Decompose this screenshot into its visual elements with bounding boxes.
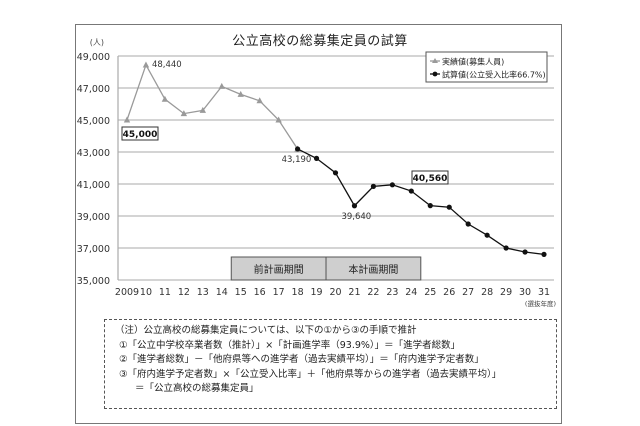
y-tick-label: 49,000 — [77, 52, 110, 63]
circle-marker — [370, 183, 377, 189]
data-label: 39,640 — [341, 212, 371, 222]
y-tick-label: 45,000 — [77, 116, 110, 127]
data-label-box — [411, 170, 449, 185]
x-tick-label: 27 — [462, 287, 474, 298]
data-label: 45,000 — [123, 130, 158, 140]
data-label-box — [121, 126, 159, 141]
circle-marker — [332, 170, 339, 176]
x-tick-label: 26 — [443, 287, 455, 298]
triangle-marker — [275, 116, 282, 123]
circle-marker — [408, 188, 414, 194]
x-tick-label: 21 — [348, 287, 360, 298]
x-tick-label: 16 — [254, 287, 266, 298]
note-box: （注）公立高校の総募集定員については、以下の①から③の手順で推計 ①「公立中学校… — [104, 319, 557, 409]
x-tick-label: 20 — [329, 287, 341, 298]
y-tick-label: 43,000 — [77, 148, 110, 159]
y-tick-label: 41,000 — [77, 180, 110, 191]
circle-marker — [503, 245, 509, 251]
x-tick-label: 18 — [292, 287, 304, 298]
triangle-marker — [123, 116, 131, 123]
triangle-marker — [237, 90, 244, 97]
period-label: 前計画期間 — [254, 263, 304, 276]
legend-box — [425, 51, 548, 83]
triangle-marker — [256, 97, 263, 104]
x-tick-label: 31 — [538, 287, 550, 298]
x-tick-label: 14 — [216, 287, 228, 298]
y-tick-label: 39,000 — [77, 212, 110, 223]
triangle-marker — [180, 110, 188, 117]
circle-marker — [294, 146, 301, 152]
note-heading: （注）公立高校の総募集定員については、以下の①から③の手順で推計 — [115, 325, 417, 336]
circle-marker — [541, 251, 547, 257]
x-tick-label: 23 — [386, 287, 398, 298]
figure-frame — [75, 24, 562, 424]
triangle-marker — [142, 61, 150, 68]
x-tick-label: 25 — [424, 287, 436, 298]
x-tick-label: 11 — [159, 287, 171, 298]
x-axis-label: (選抜年度) — [525, 299, 556, 308]
circle-marker — [484, 232, 490, 238]
y-tick-label: 47,000 — [77, 84, 110, 95]
period-label: 本計画期間 — [348, 263, 398, 276]
y-tick-label: 35,000 — [77, 276, 110, 287]
estimate-series-line — [297, 148, 545, 256]
x-tick-label: 2009 — [115, 287, 139, 298]
legend-label: 試算値(公立受入比率66.7%) — [442, 70, 546, 80]
x-tick-label: 10 — [140, 287, 152, 298]
legend-triangle-icon — [432, 58, 438, 63]
x-tick-label: 28 — [481, 287, 493, 298]
legend-circle-icon — [432, 71, 438, 77]
chart-title: 公立高校の総募集定員の試算 — [232, 34, 408, 49]
circle-marker — [389, 182, 395, 188]
triangle-marker — [161, 95, 169, 102]
period-box — [325, 256, 422, 281]
note-step-1: ①「公立中学校卒業者数（推計）」×「計画進学率（93.9%）」＝「進学者総数」 — [119, 339, 461, 351]
circle-marker — [351, 203, 358, 209]
x-tick-label: 29 — [500, 287, 512, 298]
circle-marker — [465, 221, 471, 227]
x-tick-label: 17 — [273, 287, 285, 298]
data-label: 43,190 — [282, 155, 312, 165]
x-tick-label: 12 — [178, 287, 190, 298]
actual-series-line — [126, 63, 299, 150]
note-step-3: ③「府内進学予定者数」×「公立受入比率」＋「他府県等からの進学者（過去実績平均）… — [119, 368, 502, 380]
x-tick-label: 13 — [197, 287, 209, 298]
circle-marker — [522, 249, 528, 255]
data-label: 40,560 — [413, 174, 448, 184]
x-tick-label: 22 — [367, 287, 379, 298]
x-tick-label: 30 — [519, 287, 531, 298]
y-axis-unit-label: (人) — [90, 38, 104, 47]
x-tick-label: 15 — [235, 287, 247, 298]
triangle-marker — [218, 82, 225, 89]
legend-label: 実績値(募集人員) — [442, 57, 504, 67]
circle-marker — [313, 155, 320, 161]
x-tick-label: 24 — [405, 287, 417, 298]
y-tick-label: 37,000 — [77, 244, 110, 255]
note-step-3-result: ＝「公立高校の総募集定員」 — [135, 383, 259, 394]
circle-marker — [446, 204, 452, 210]
note-step-2: ②「進学者総数」－「他府県等への進学者（過去実績平均）」＝「府内進学予定者数」 — [119, 354, 484, 365]
data-label: 48,440 — [152, 60, 182, 70]
x-tick-label: 19 — [310, 287, 322, 298]
triangle-marker — [199, 106, 207, 113]
circle-marker — [427, 203, 433, 209]
